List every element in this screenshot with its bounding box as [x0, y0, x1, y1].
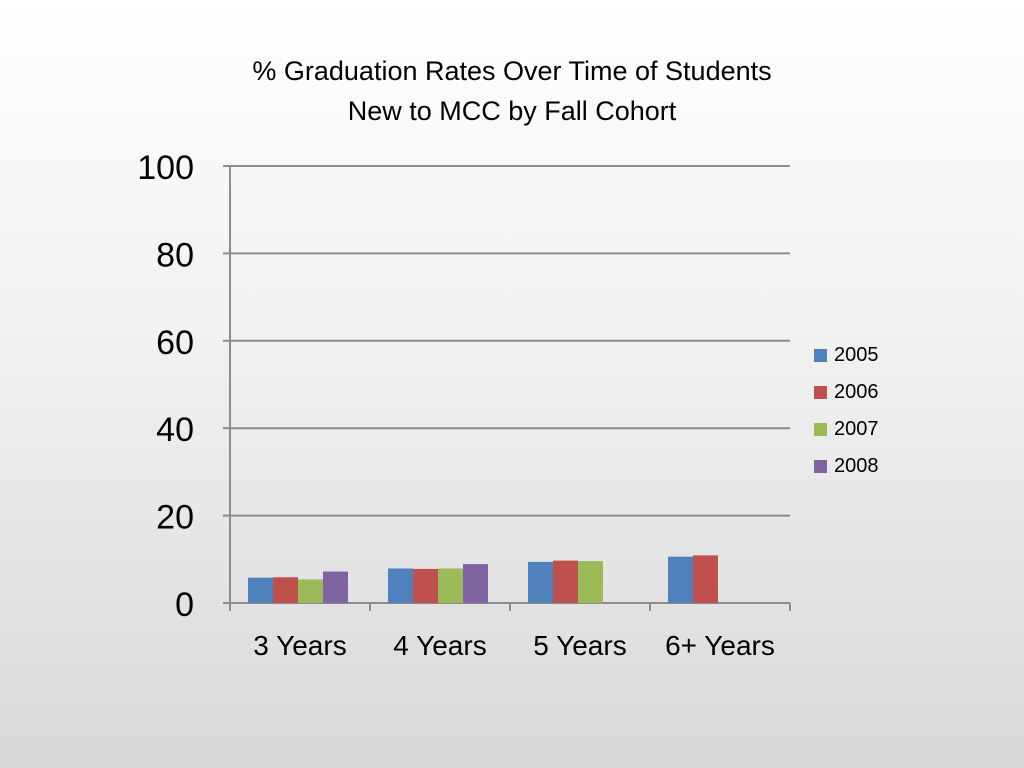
bar-2008-3-years	[323, 571, 348, 603]
tick-labels: 0 20 40 60 80 100 3 Years 4 Years 5 Years 6+ Year…	[137, 149, 775, 661]
y-tick-label: 0	[175, 586, 194, 624]
legend-swatch	[814, 349, 827, 362]
y-tick-label: 20	[156, 499, 194, 537]
legend-item-2006: 2006	[814, 374, 879, 411]
bar-2006-4-years	[413, 568, 438, 603]
legend-swatch	[814, 423, 827, 436]
bar-2008-4-years	[463, 564, 488, 603]
legend-label: 2008	[834, 455, 879, 477]
legend-swatch	[814, 386, 827, 399]
bar-2005-4-years	[388, 568, 413, 603]
bar-2005-5-years	[528, 561, 553, 603]
bar-2006-3-years	[273, 577, 298, 603]
bars	[248, 555, 718, 603]
x-tick-label: 4 Years	[393, 630, 486, 661]
x-tick-label: 5 Years	[533, 630, 626, 661]
legend-label: 2007	[834, 418, 879, 440]
legend-item-2005: 2005	[814, 337, 879, 374]
y-tick-label: 60	[156, 324, 194, 362]
y-tick-label: 100	[137, 149, 194, 187]
chart-title-line-2: New to MCC by Fall Cohort	[347, 96, 677, 126]
bar-2007-3-years	[298, 579, 323, 603]
x-tick-label: 3 Years	[253, 630, 346, 661]
legend: 2005 2006 2007 2008	[814, 337, 879, 485]
bar-2007-4-years	[438, 568, 463, 603]
bar-2006-6-years	[693, 555, 718, 603]
y-tick-label: 80	[156, 236, 194, 274]
gridlines	[230, 165, 790, 517]
legend-item-2008: 2008	[814, 448, 879, 485]
y-tick-label: 40	[156, 411, 194, 449]
legend-swatch	[814, 460, 827, 473]
x-tick-label: 6+ Years	[665, 630, 775, 661]
legend-label: 2006	[834, 381, 879, 403]
chart-title-line-1: % Graduation Rates Over Time of Students	[252, 56, 772, 86]
bar-2007-5-years	[578, 561, 603, 603]
bar-2005-3-years	[248, 577, 273, 603]
legend-item-2007: 2007	[814, 411, 879, 448]
axes	[223, 165, 791, 611]
bar-2006-5-years	[553, 560, 578, 603]
legend-label: 2005	[834, 344, 879, 366]
bar-2005-6-years	[668, 556, 693, 603]
